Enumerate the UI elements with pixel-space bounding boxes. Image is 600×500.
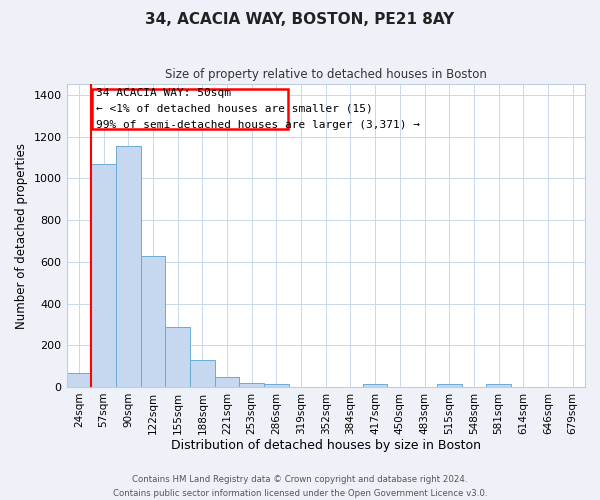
Bar: [215, 377, 239, 387]
Bar: [67, 374, 91, 387]
Bar: [264, 384, 289, 387]
Bar: [91, 164, 116, 387]
Text: Contains HM Land Registry data © Crown copyright and database right 2024.
Contai: Contains HM Land Registry data © Crown c…: [113, 476, 487, 498]
Text: 34 ACACIA WAY: 50sqm
← <1% of detached houses are smaller (15)
99% of semi-detac: 34 ACACIA WAY: 50sqm ← <1% of detached h…: [96, 88, 420, 130]
Title: Size of property relative to detached houses in Boston: Size of property relative to detached ho…: [165, 68, 487, 80]
Bar: [363, 384, 388, 387]
Bar: [437, 384, 461, 387]
Bar: [165, 328, 190, 387]
Bar: [190, 360, 215, 387]
X-axis label: Distribution of detached houses by size in Boston: Distribution of detached houses by size …: [171, 440, 481, 452]
FancyBboxPatch shape: [92, 88, 287, 130]
Y-axis label: Number of detached properties: Number of detached properties: [15, 142, 28, 328]
Bar: [116, 146, 140, 387]
Bar: [140, 256, 165, 387]
Text: 34, ACACIA WAY, BOSTON, PE21 8AY: 34, ACACIA WAY, BOSTON, PE21 8AY: [145, 12, 455, 28]
Bar: [239, 383, 264, 387]
Bar: [486, 384, 511, 387]
